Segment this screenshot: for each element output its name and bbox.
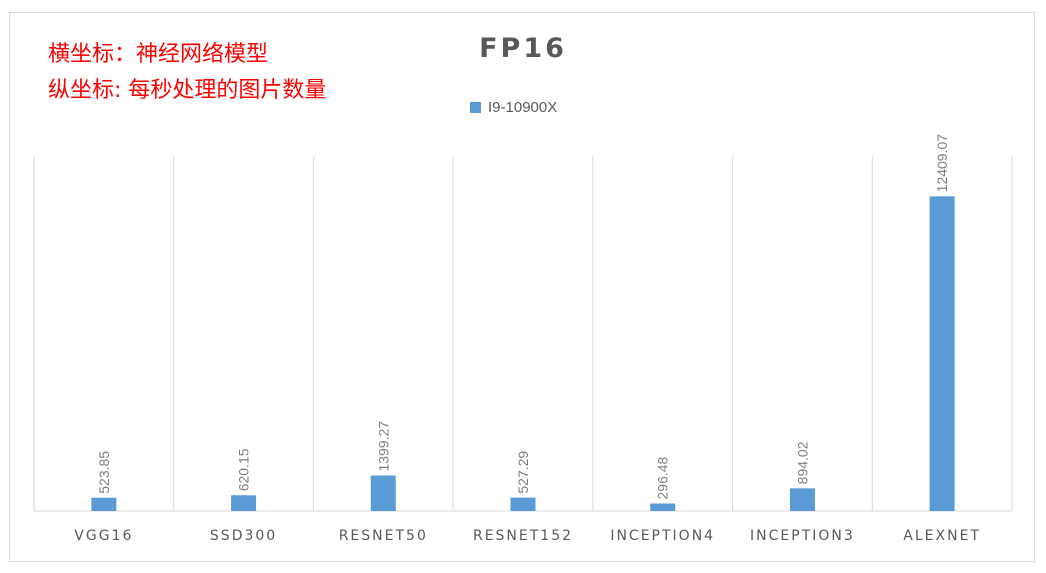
data-label: 620.15 xyxy=(236,448,252,491)
bar-resnet152 xyxy=(510,497,536,511)
x-axis-note: 横坐标：神经网络模型 xyxy=(48,42,269,67)
chart-frame xyxy=(9,12,1035,562)
legend-swatch xyxy=(470,102,481,113)
data-label: 523.85 xyxy=(96,451,112,494)
category-label: VGG16 xyxy=(74,528,133,544)
category-label: ALEXNET xyxy=(903,528,981,544)
data-label: 12409.07 xyxy=(934,134,950,193)
category-label: RESNET50 xyxy=(339,528,428,544)
bar-ssd300 xyxy=(231,495,257,511)
category-label: RESNET152 xyxy=(473,528,573,544)
data-label: 296.48 xyxy=(655,456,671,499)
bar-resnet50 xyxy=(370,475,396,511)
legend-label: I9-10900X xyxy=(488,99,558,116)
legend: I9-10900X xyxy=(470,99,557,116)
bar-inception4 xyxy=(650,503,676,511)
category-label: INCEPTION4 xyxy=(610,528,715,544)
bar-vgg16 xyxy=(91,497,117,511)
data-label: 894.02 xyxy=(794,441,810,484)
data-label: 527.29 xyxy=(515,451,531,494)
bar-inception3 xyxy=(789,488,815,511)
y-axis-note: 纵坐标: 每秒处理的图片数量 xyxy=(48,78,327,103)
bar-alexnet xyxy=(929,196,955,512)
chart-title: FP16 xyxy=(479,33,567,64)
category-label: INCEPTION3 xyxy=(750,528,855,544)
category-label: SSD300 xyxy=(210,528,277,544)
data-label: 1399.27 xyxy=(375,421,391,472)
